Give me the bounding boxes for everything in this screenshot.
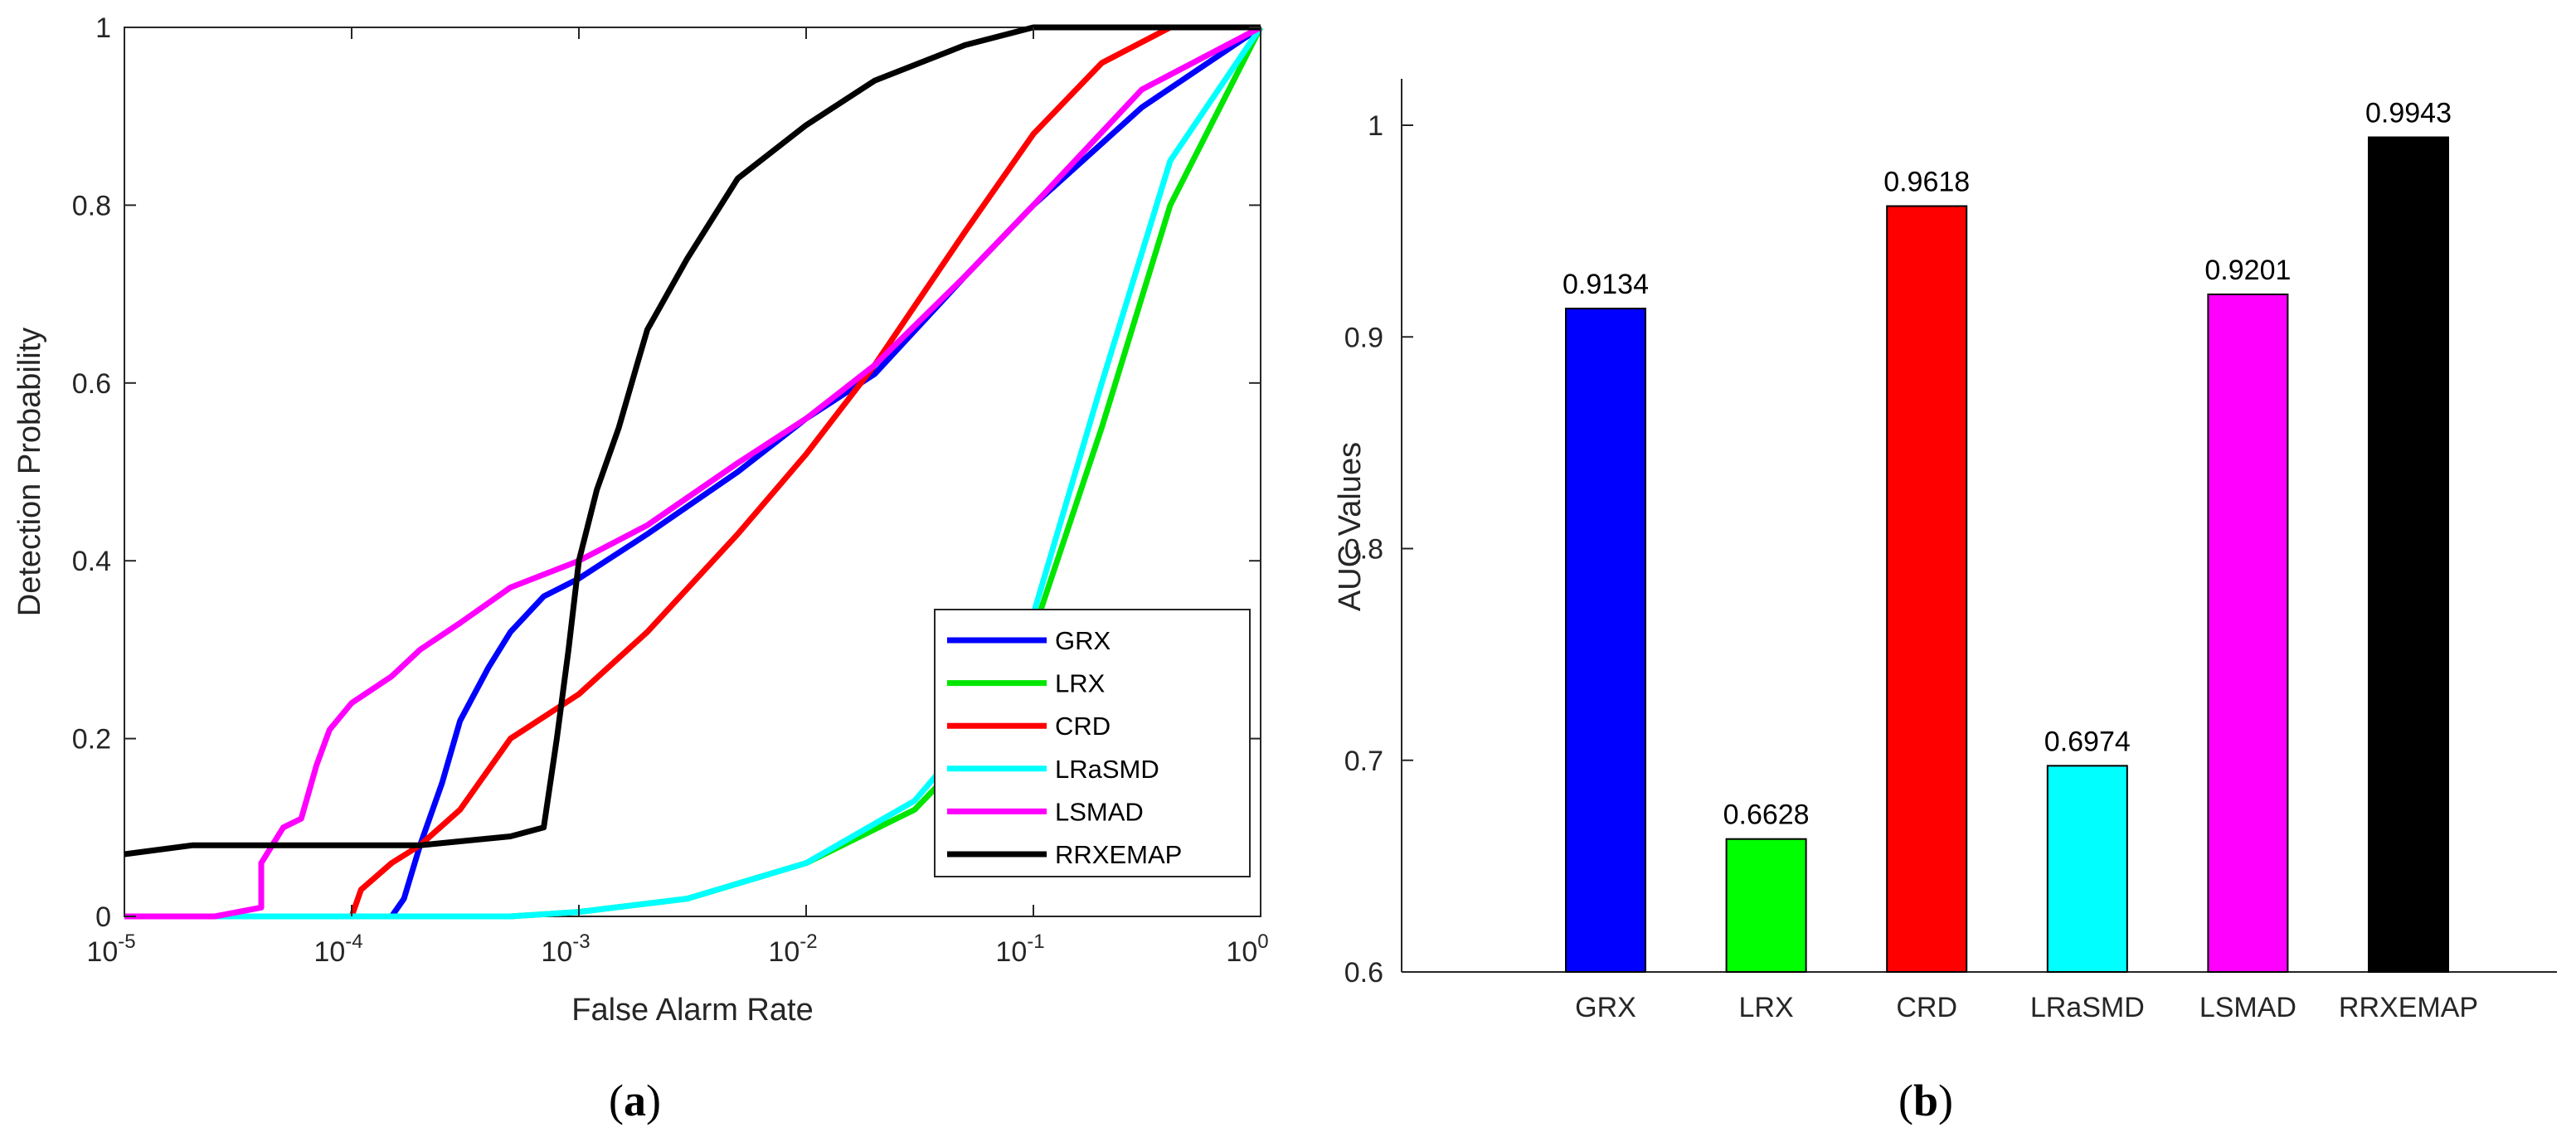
auc-bar-value-label: 0.9943 [2365,98,2452,129]
auc-y-tick-label: 1 [1368,110,1383,142]
auc-category-label: LRX [1739,992,1794,1023]
auc-bar-group: 0.9134 GRX 0.6628 LRX 0.9618 CRD 0.6974 LRaSMD 0… [1563,98,2478,1023]
auc-bar-value-label: 0.9201 [2204,255,2291,286]
roc-x-tick-exp: -2 [800,930,817,953]
roc-x-tick-exp: -3 [572,930,590,953]
panel-b-letter: b [1913,1076,1938,1125]
roc-legend: GRX LRX CRD LRaSMD LSMAD RRXEMAP [934,609,1251,877]
auc-bar-value-label: 0.9618 [1883,167,1970,198]
auc-bar-lrasmd [2046,765,2128,973]
roc-series-rrxemap [124,24,1261,858]
auc-y-tick-label: 0.6 [1344,957,1383,989]
auc-bar-grx [1565,308,1646,973]
auc-y-axis-label: AUC Values [1333,442,1368,611]
auc-category-label: RRXEMAP [2339,992,2478,1023]
auc-y-tick-label: 0.8 [1344,534,1383,566]
auc-category-label: LSMAD [2199,992,2297,1023]
legend-label-lsmad: LSMAD [1055,797,1144,826]
panel-b-close: ) [1938,1076,1953,1125]
roc-y-axis-label: Detection Probability [12,328,47,617]
legend-label-crd: CRD [1055,712,1111,741]
roc-y-tick-label: 0.8 [72,190,111,221]
auc-category-label: LRaSMD [2030,992,2145,1023]
panel-a-letter: a [624,1076,646,1125]
roc-x-tick-base: 10 [768,936,800,968]
roc-series-crd [124,24,1261,920]
auc-bar-rrxemap [2368,136,2449,973]
roc-x-tick-label: 10-3 [541,930,590,968]
roc-x-tick-base: 10 [995,936,1027,968]
roc-x-tick-label: 10-4 [313,930,362,968]
panel-label-a: (a) [609,1076,661,1125]
roc-y-tick-label: 0 [95,901,111,933]
roc-x-tick-label: 10-5 [86,930,135,968]
auc-bar-chart: 0.6 0.7 0.8 0.9 1 0.9134 GRX 0.6628 LRX 0.9618 CR… [1333,79,2557,1023]
roc-x-tick-exp: -4 [345,930,362,953]
roc-y-tick-label: 1 [95,12,111,44]
roc-legend-entries: GRX LRX CRD LRaSMD LSMAD RRXEMAP [947,626,1182,869]
roc-x-tick-label: 10-2 [768,930,817,968]
roc-legend-box [934,609,1251,877]
roc-x-tick-base: 10 [313,936,345,968]
auc-bar-crd [1886,205,1968,973]
roc-x-tick-label: 10-1 [995,930,1044,968]
auc-bar-value-label: 0.9134 [1563,269,1649,300]
legend-label-lrasmd: LRaSMD [1055,755,1159,784]
roc-x-tick-base: 10 [1226,936,1257,968]
auc-bar-value-label: 0.6628 [1723,799,1810,831]
roc-x-tick-exp: -1 [1027,930,1044,953]
roc-x-tick-base: 10 [541,936,572,968]
panel-label-b: (b) [1898,1076,1953,1125]
roc-x-tick-exp: -5 [118,930,135,953]
legend-label-lrx: LRX [1055,669,1106,698]
auc-bar-lsmad [2207,293,2289,973]
roc-x-axis-label: False Alarm Rate [571,993,813,1028]
auc-y-tick-label: 0.7 [1344,746,1383,777]
roc-x-tick-exp: 0 [1257,930,1268,953]
legend-label-rrxemap: RRXEMAP [1055,840,1182,869]
roc-y-tick-label: 0.4 [72,546,111,577]
auc-y-tick-label: 0.9 [1344,322,1383,353]
auc-category-label: CRD [1896,992,1957,1023]
roc-x-tick-label: 100 [1226,930,1268,968]
legend-label-grx: GRX [1055,626,1111,655]
auc-bar-value-label: 0.6974 [2044,726,2131,757]
roc-series-group [124,24,1264,920]
roc-y-tick-label: 0.6 [72,368,111,400]
panel-a-open: ( [609,1076,624,1125]
panel-a-close: ) [646,1076,661,1125]
auc-tick-group: 0.6 0.7 0.8 0.9 1 [1344,110,1413,989]
roc-series-lrasmd [124,26,1263,920]
auc-bar-lrx [1725,838,1807,973]
roc-x-tick-base: 10 [86,936,118,968]
roc-y-tick-label: 0.2 [72,724,111,756]
auc-category-label: GRX [1575,992,1636,1023]
panel-b-open: ( [1898,1076,1913,1125]
